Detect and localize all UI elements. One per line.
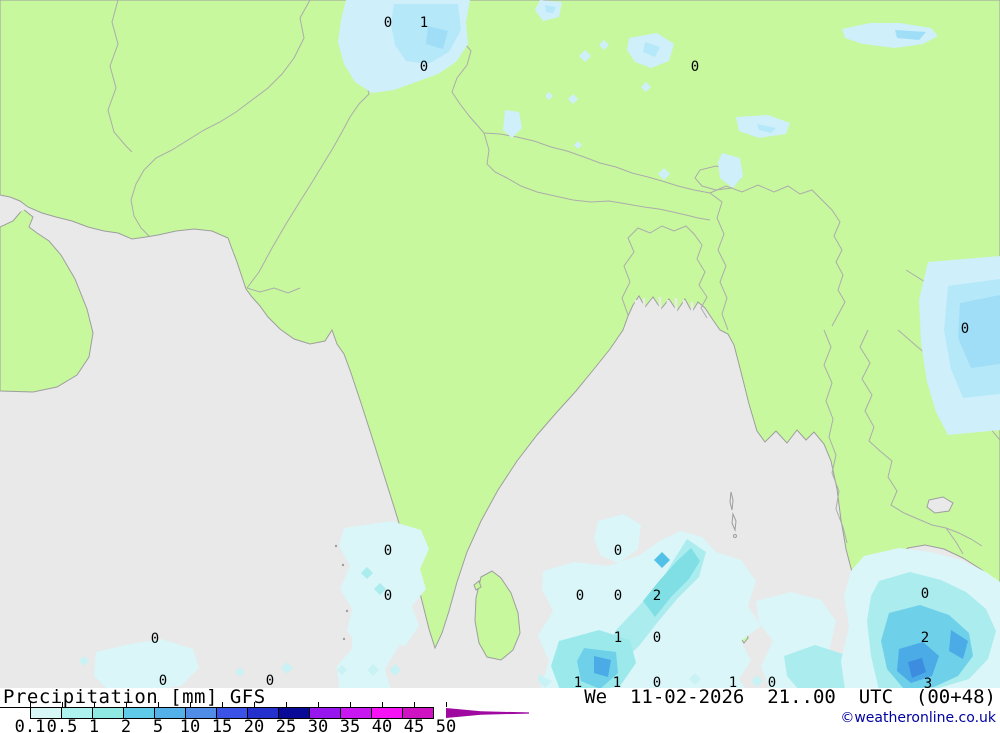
precip-value-label: 0 <box>653 630 661 646</box>
legend-band: Precipitation [mm] GFS 0.1 0.5 1 2 5 10 15 20 25… <box>0 686 1000 733</box>
precip-value-label: 0 <box>151 631 159 647</box>
colorbar-tick <box>94 702 95 707</box>
colorbar-tick-label: 2 <box>120 717 132 733</box>
precip-value-label: 0 <box>768 675 776 690</box>
precip-value-label: 1 <box>574 675 582 690</box>
persian-gulf <box>0 198 28 213</box>
weather-map: 0 1 0 0 0 0 0 0 2 1 0 0 0 0 0 2 3 1 1 0 1 0 0 0 <box>0 0 1000 690</box>
andaman-islands <box>729 491 737 538</box>
colorbar-tick <box>62 702 63 707</box>
colorbar-tick-label: 50 <box>435 717 457 733</box>
legend-title: Precipitation [mm] GFS <box>3 686 266 708</box>
colorbar-tick <box>350 702 351 707</box>
colorbar-tick <box>158 702 159 707</box>
colorbar-tick <box>382 702 383 707</box>
colorbar-tick-label: 35 <box>339 717 361 733</box>
colorbar-tick <box>190 702 191 707</box>
precip-value-label: 2 <box>921 630 929 646</box>
precip-patches-sea <box>79 514 1000 690</box>
tonle-sap-lake <box>926 496 954 514</box>
colorbar-tick-label: 30 <box>307 717 329 733</box>
colorbar-tick-label: 1 <box>88 717 100 733</box>
map-canvas: 0 1 0 0 0 0 0 0 2 1 0 0 0 0 0 2 3 1 1 0 1 0 0 0 <box>0 0 1000 690</box>
colorbar-tick <box>126 702 127 707</box>
island-sri-lanka <box>474 570 521 661</box>
precip-value-label: 0 <box>614 588 622 604</box>
precip-value-label: 1 <box>420 15 428 31</box>
colorbar-tick <box>222 702 223 707</box>
colorbar-tick-label: 40 <box>371 717 393 733</box>
precip-value-label: 1 <box>614 630 622 646</box>
precip-value-label: 0 <box>576 588 584 604</box>
precip-value-label: 1 <box>729 675 737 690</box>
colorbar-tick-label: 0.5 <box>46 717 78 733</box>
colorbar-tick-label: 0.1 <box>14 717 46 733</box>
colorbar-tick-label: 5 <box>152 717 164 733</box>
precip-value-label: 0 <box>266 673 274 689</box>
colorbar-tick-label: 20 <box>243 717 265 733</box>
colorbar-tick-label: 10 <box>179 717 201 733</box>
precip-value-label: 0 <box>384 588 392 604</box>
precip-value-label: 0 <box>614 543 622 559</box>
precip-value-label: 0 <box>159 673 167 689</box>
forecast-datetime: We 11-02-2026 21..00 UTC (00+48) <box>584 686 996 708</box>
delta-inlets <box>634 297 694 324</box>
precip-value-label: 0 <box>653 675 661 690</box>
precip-value-label: 2 <box>653 588 661 604</box>
land-arabia <box>0 208 94 393</box>
precip-value-label: 0 <box>384 15 392 31</box>
precip-value-label: 0 <box>691 59 699 75</box>
colorbar-tick <box>286 702 287 707</box>
precip-value-label: 0 <box>921 586 929 602</box>
colorbar-tick-label: 45 <box>403 717 425 733</box>
colorbar-segment <box>402 707 434 719</box>
colorbar-tick-label: 15 <box>211 717 233 733</box>
colorbar-tick <box>318 702 319 707</box>
copyright-text: ©weatheronline.co.uk <box>840 710 996 726</box>
precip-value-label: 0 <box>420 59 428 75</box>
land-mainland <box>0 0 1000 690</box>
colorbar-tick <box>414 702 415 707</box>
country-borders <box>107 0 1000 555</box>
precip-value-labels: 0 1 0 0 0 0 0 0 2 1 0 0 0 0 0 2 3 1 1 0 1 0 0 0 <box>151 15 969 690</box>
colorbar-tick <box>254 702 255 707</box>
colorbar-arrow <box>446 708 529 718</box>
precip-patches-land <box>338 0 1000 435</box>
island-sri-lanka-north <box>473 580 482 591</box>
precip-value-label: 0 <box>384 543 392 559</box>
colorbar-tick-label: 25 <box>275 717 297 733</box>
colorbar-tick <box>30 702 31 707</box>
colorbar-tick <box>446 702 447 707</box>
precip-value-label: 1 <box>613 675 621 690</box>
precip-value-label: 0 <box>961 321 969 337</box>
precip-colorbar <box>30 707 434 719</box>
precip-value-label: 3 <box>924 676 932 690</box>
